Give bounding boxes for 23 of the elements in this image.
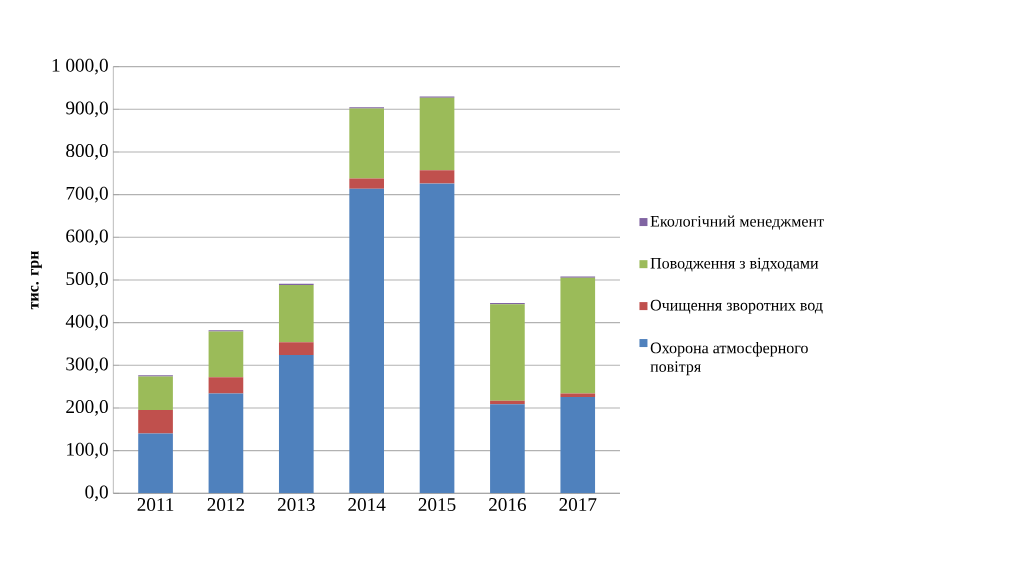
y-tick-label: 100,0: [67, 442, 108, 459]
y-axis-title: тис. грн: [30, 250, 42, 310]
legend-label: Поводження з відходами: [650, 257, 819, 272]
y-tick-label: 600,0: [66, 229, 108, 246]
y-tick-label: 500,0: [66, 272, 108, 288]
y-tick-label: 1 000,0: [52, 58, 108, 75]
x-tick-label: 2015: [418, 498, 456, 511]
y-tick-label: 800,0: [66, 144, 108, 160]
x-tick-label: 2014: [348, 498, 386, 511]
y-tick-label: 400,0: [65, 314, 108, 331]
legend-label: Охорона атмосферного повітря: [650, 342, 808, 376]
y-tick-label: 700,0: [66, 186, 108, 203]
x-tick-label: 2016: [489, 498, 527, 511]
y-tick-label: 900,0: [66, 101, 108, 118]
x-tick-label: 2013: [277, 498, 315, 511]
y-tick-label: 0,0: [85, 485, 108, 502]
x-tick-label: 2012: [207, 498, 245, 511]
x-tick-label: 2017: [559, 498, 597, 511]
y-tick-label: 300,0: [66, 357, 108, 374]
x-tick-label: 2011: [137, 498, 174, 511]
y-tick-label: 200,0: [66, 400, 108, 416]
legend-label: Екологічний менеджмент: [650, 215, 824, 230]
legend-label: Очищення зворотних вод: [650, 299, 823, 314]
